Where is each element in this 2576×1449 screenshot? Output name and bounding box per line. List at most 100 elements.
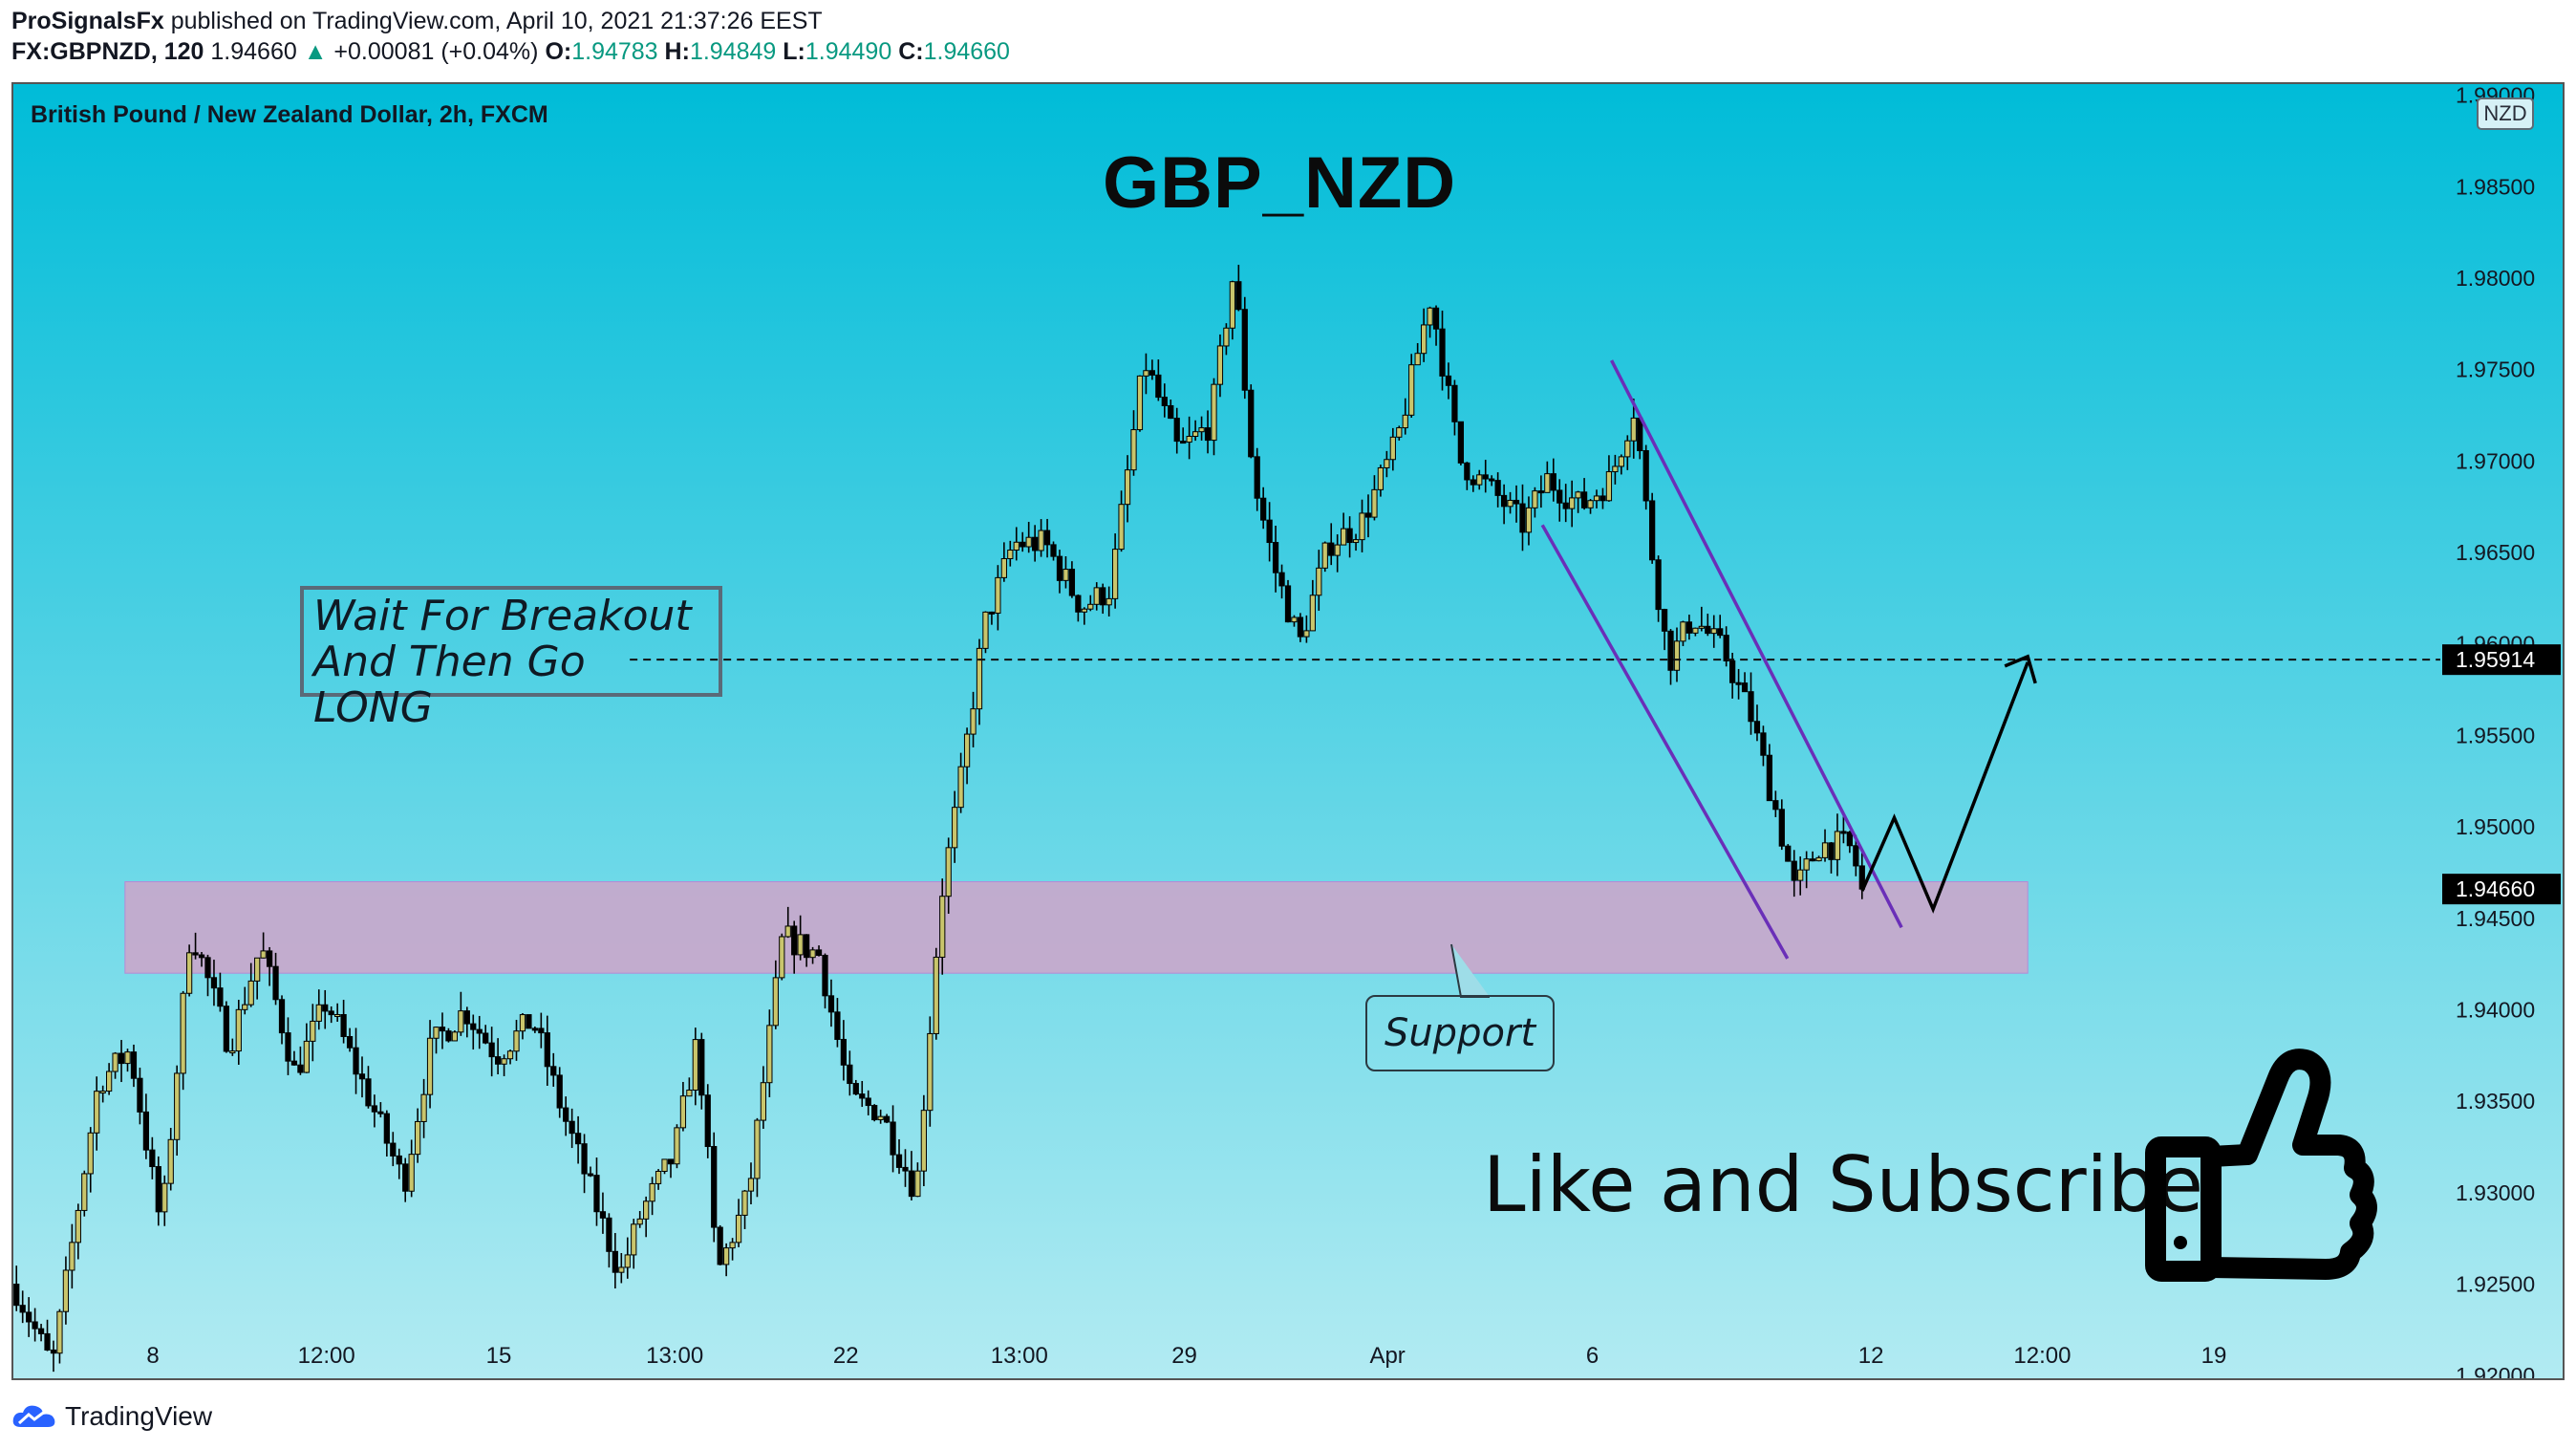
candle-up xyxy=(513,1030,520,1052)
publisher-name[interactable]: ProSignalsFx xyxy=(11,8,164,34)
candle-up xyxy=(927,1032,934,1112)
candle xyxy=(1389,427,1396,471)
candle-up xyxy=(1532,490,1538,508)
candle xyxy=(631,1219,637,1269)
candle-down xyxy=(667,1158,675,1165)
candle-up xyxy=(315,1004,322,1022)
candle-up xyxy=(1087,603,1094,610)
candle xyxy=(890,1105,896,1173)
candle-down xyxy=(815,949,823,957)
candle xyxy=(1297,613,1304,642)
candle xyxy=(1377,465,1385,497)
candle xyxy=(285,1017,291,1075)
candle-down xyxy=(1248,389,1255,458)
candle-up xyxy=(420,1093,427,1122)
candle-up xyxy=(636,1218,643,1225)
price-change: +0.00081 (+0.04%) xyxy=(333,38,539,65)
candle xyxy=(581,1134,588,1194)
candle-up xyxy=(426,1037,434,1095)
candle xyxy=(278,995,286,1045)
candle xyxy=(1191,420,1199,442)
candle xyxy=(624,1237,631,1279)
candle-down xyxy=(383,1113,390,1144)
candle xyxy=(612,1233,618,1289)
candle xyxy=(1100,583,1106,615)
candle xyxy=(1038,519,1044,557)
candle-up xyxy=(1371,488,1378,518)
candle xyxy=(655,1169,662,1190)
candle xyxy=(1680,620,1686,646)
candle xyxy=(760,1066,767,1130)
candle xyxy=(1186,416,1192,460)
candle-down xyxy=(711,1146,718,1228)
candle-down xyxy=(204,957,211,979)
price-chart[interactable]: 1.990001.985001.980001.975001.970001.965… xyxy=(13,84,2563,1378)
candle xyxy=(933,947,939,1040)
candle-down xyxy=(322,1004,329,1012)
support-callout: Support xyxy=(1365,995,1555,1071)
candle-up xyxy=(952,807,958,849)
candle xyxy=(883,1114,891,1124)
candle-down xyxy=(890,1121,896,1156)
candle-up xyxy=(779,936,785,979)
time-tick-label: 13:00 xyxy=(646,1343,703,1369)
price-tick-label: 1.93000 xyxy=(2456,1180,2535,1205)
candle-up xyxy=(1081,608,1087,613)
candle xyxy=(803,934,810,967)
candle-down xyxy=(1155,374,1162,399)
candle xyxy=(544,1015,550,1087)
candle-up xyxy=(784,925,791,938)
breakout-note: Wait For Breakout And Then Go LONG xyxy=(300,586,722,731)
candle xyxy=(797,915,804,961)
candle-down xyxy=(1297,616,1304,638)
candle xyxy=(791,920,798,974)
candle xyxy=(513,1019,520,1061)
candle xyxy=(1537,475,1544,508)
candle xyxy=(667,1158,675,1179)
candle-up xyxy=(760,1082,767,1121)
candle-down xyxy=(1068,569,1076,596)
candle xyxy=(328,1006,334,1024)
candle xyxy=(1087,595,1094,612)
chart-area[interactable]: 1.99000 1.98500 1.98000 1.97500 1.97000 1.965… xyxy=(11,82,2565,1380)
candle xyxy=(643,1196,650,1238)
candle-up xyxy=(1698,625,1705,629)
candle xyxy=(1204,410,1212,454)
candle-up xyxy=(62,1269,70,1312)
candle-up xyxy=(1130,429,1137,471)
candle-down xyxy=(217,987,224,1007)
candle-down xyxy=(50,1349,57,1354)
candle-up xyxy=(1624,440,1631,458)
current-price-tag xyxy=(2442,874,2561,905)
candle xyxy=(1618,454,1624,475)
candle-down xyxy=(1204,427,1212,442)
candle-up xyxy=(1216,345,1224,385)
tradingview-logo[interactable]: TradingView xyxy=(11,1397,212,1436)
candle xyxy=(661,1158,668,1175)
candle xyxy=(1198,416,1205,441)
candle xyxy=(1489,475,1495,487)
candle xyxy=(470,1014,477,1050)
candle-down xyxy=(1489,478,1495,482)
candle-up xyxy=(1618,456,1624,467)
candle xyxy=(1081,607,1087,625)
candle xyxy=(1692,627,1699,637)
candle xyxy=(1384,450,1390,478)
candle xyxy=(13,1265,20,1311)
candle xyxy=(1753,704,1761,742)
candle-down xyxy=(1717,628,1724,637)
candle-down xyxy=(358,1073,366,1080)
candle-down xyxy=(563,1107,569,1122)
candle xyxy=(1432,305,1440,346)
candle xyxy=(1791,850,1797,898)
candle xyxy=(75,1203,81,1260)
candle xyxy=(772,960,779,1029)
candle xyxy=(1587,499,1594,514)
candle xyxy=(94,1076,100,1151)
candle xyxy=(1532,487,1538,518)
symbol-label: FX:GBPNZD, 120 xyxy=(11,38,204,65)
candle xyxy=(809,946,816,964)
candle xyxy=(62,1256,70,1325)
currency-badge[interactable]: NZD xyxy=(2477,97,2534,130)
candle-up xyxy=(631,1223,637,1256)
